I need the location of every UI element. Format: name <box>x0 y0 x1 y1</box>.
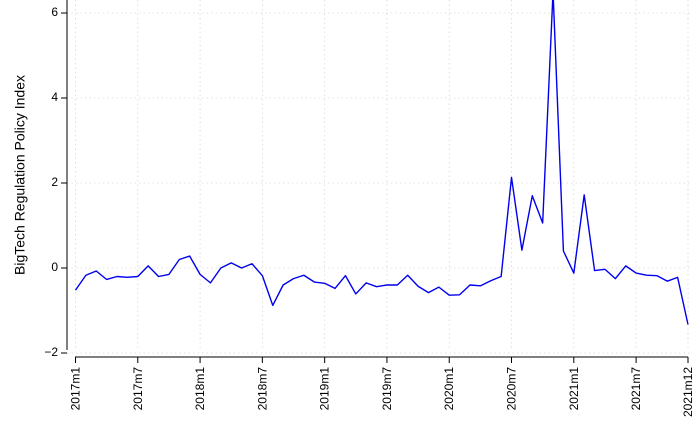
x-tick-label: 2019m7 <box>380 367 394 411</box>
data-points <box>74 0 690 326</box>
data-point-2017m11 <box>178 258 181 261</box>
data-point-2021m4 <box>603 268 606 271</box>
data-point-2021m12 <box>687 323 690 326</box>
data-point-2018m8 <box>271 304 274 307</box>
data-point-2019m4 <box>354 292 357 295</box>
data-point-2018m5 <box>240 267 243 270</box>
data-point-2019m5 <box>365 281 368 284</box>
data-point-2021m6 <box>624 264 627 267</box>
data-point-2019m9 <box>406 274 409 277</box>
y-axis-title: BigTech Regulation Policy Index <box>12 75 28 275</box>
data-point-2017m7 <box>136 275 139 278</box>
y-tick-label: 4 <box>51 90 58 104</box>
x-tick-label: 2021m7 <box>629 367 643 411</box>
data-point-2020m5 <box>489 279 492 282</box>
data-point-2019m10 <box>417 285 420 288</box>
data-point-2018m3 <box>219 267 222 270</box>
data-point-2019m8 <box>396 284 399 287</box>
data-point-2017m9 <box>157 275 160 278</box>
data-point-2021m9 <box>655 274 658 277</box>
data-point-2018m12 <box>313 281 316 284</box>
data-point-2021m3 <box>593 269 596 272</box>
data-point-2021m11 <box>676 276 679 279</box>
data-point-2017m8 <box>147 264 150 267</box>
y-ticks: −2 0 2 4 6 <box>44 5 67 359</box>
x-tick-label: 2018m1 <box>193 367 207 411</box>
x-tick-label: 2019m1 <box>318 367 332 411</box>
x-tick-label: 2017m1 <box>69 367 83 411</box>
data-point-2020m6 <box>500 275 503 278</box>
x-tick-label: 2021m1 <box>567 367 581 411</box>
data-point-2020m4 <box>479 284 482 287</box>
y-tick-label: 2 <box>51 175 58 189</box>
y-tick-label: 0 <box>51 260 58 274</box>
data-point-2021m8 <box>645 274 648 277</box>
data-point-2021m1 <box>572 272 575 275</box>
data-point-2018m6 <box>250 262 253 265</box>
data-point-2017m6 <box>126 276 129 279</box>
data-point-2019m7 <box>385 284 388 287</box>
data-point-2018m4 <box>230 261 233 264</box>
data-point-2019m11 <box>427 291 430 294</box>
data-point-2020m1 <box>448 294 451 297</box>
data-point-2018m10 <box>292 277 295 280</box>
data-point-2018m2 <box>209 281 212 284</box>
series-line <box>74 0 689 325</box>
x-tick-label: 2020m1 <box>442 367 456 411</box>
data-point-2020m10 <box>541 221 544 224</box>
data-point-2017m2 <box>84 274 87 277</box>
data-point-2018m9 <box>282 284 285 287</box>
x-tick-label: 2021m12 <box>681 367 692 417</box>
data-point-2018m11 <box>302 274 305 277</box>
data-point-2020m7 <box>510 176 513 179</box>
data-point-2020m8 <box>520 249 523 252</box>
data-point-2020m3 <box>468 284 471 287</box>
y-tick-label: 6 <box>51 5 58 19</box>
data-point-2020m2 <box>458 293 461 296</box>
data-point-2017m12 <box>188 255 191 258</box>
data-point-2019m1 <box>323 282 326 285</box>
data-point-2017m3 <box>95 269 98 272</box>
data-point-2021m5 <box>614 277 617 280</box>
data-point-2019m3 <box>344 274 347 277</box>
data-point-2019m6 <box>375 285 378 288</box>
data-point-2017m1 <box>74 289 77 292</box>
x-tick-label: 2017m7 <box>131 367 145 411</box>
x-tick-label: 2018m7 <box>255 367 269 411</box>
data-point-2021m7 <box>635 272 638 275</box>
data-point-2017m5 <box>116 275 119 278</box>
data-point-2017m4 <box>105 278 108 281</box>
data-point-2019m2 <box>334 287 337 290</box>
axes <box>66 0 688 358</box>
data-point-2017m10 <box>167 273 170 276</box>
data-point-2018m1 <box>199 273 202 276</box>
data-point-2020m12 <box>562 250 565 253</box>
x-tick-label: 2020m7 <box>505 367 519 411</box>
data-point-2021m10 <box>666 280 669 283</box>
x-ticks: 2017m1 2017m7 2018m1 2018m7 2019m1 2019m7 2020… <box>69 357 692 417</box>
data-point-2019m12 <box>437 286 440 289</box>
y-tick-label: −2 <box>44 345 58 359</box>
grid-lines <box>67 0 692 354</box>
data-point-2018m7 <box>261 274 264 277</box>
data-point-2020m9 <box>531 194 534 197</box>
data-point-2021m2 <box>583 193 586 196</box>
